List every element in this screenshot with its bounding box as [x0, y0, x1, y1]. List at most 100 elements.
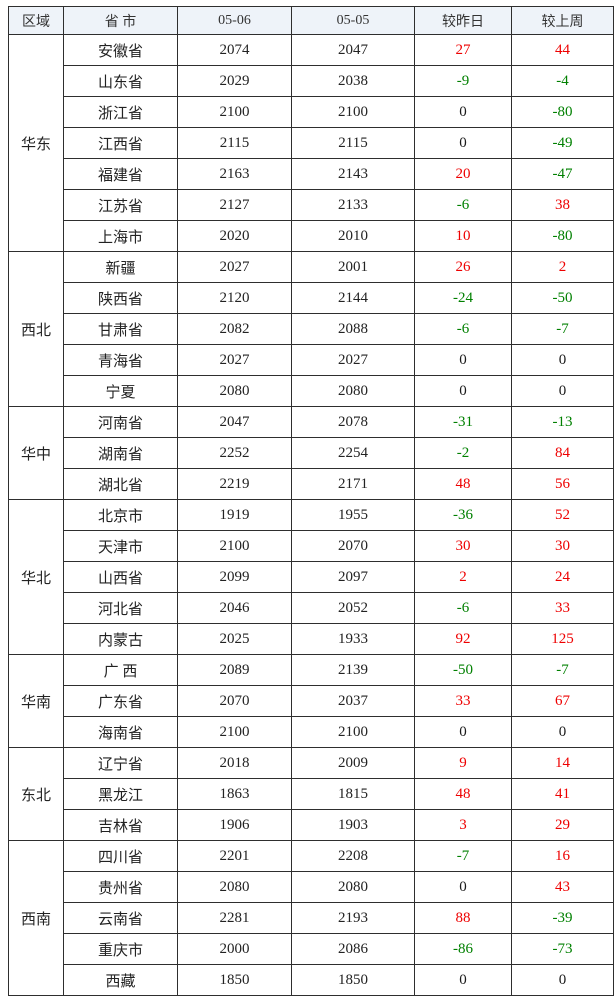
table-row: 上海市 2020 2010 10 -80	[9, 220, 614, 252]
change-vs-last-week-cell: 0	[511, 344, 614, 376]
price-0505-cell: 1955	[291, 499, 415, 531]
province-cell: 黑龙江	[63, 778, 178, 810]
change-vs-last-week-cell: 33	[511, 592, 614, 624]
change-vs-yesterday-cell: -6	[414, 592, 512, 624]
price-0505-cell: 2080	[291, 871, 415, 903]
col-header-vs-last-week: 较上周	[511, 6, 614, 35]
table-row: 西藏 1850 1850 0 0	[9, 964, 614, 996]
price-0506-cell: 2100	[177, 96, 292, 128]
price-0505-cell: 2193	[291, 902, 415, 934]
region-cell: 西南	[8, 840, 64, 996]
table-row: 宁夏 2080 2080 0 0	[9, 375, 614, 407]
change-vs-yesterday-cell: 92	[414, 623, 512, 655]
province-cell: 湖北省	[63, 468, 178, 500]
price-0505-cell: 2115	[291, 127, 415, 159]
table-row: 华南广 西 2089 2139 -50 -7	[8, 654, 614, 748]
price-0505-cell: 2078	[291, 406, 415, 438]
province-cell: 宁夏	[63, 375, 178, 407]
price-0505-cell: 1933	[291, 623, 415, 655]
province-cell: 江苏省	[63, 189, 178, 221]
price-0505-cell: 2038	[291, 65, 415, 97]
province-cell: 天津市	[63, 530, 178, 562]
price-0506-cell: 1919	[177, 499, 292, 531]
change-vs-yesterday-cell: 2	[414, 561, 512, 593]
table-row: 福建省 2163 2143 20 -47	[9, 158, 614, 190]
change-vs-last-week-cell: 0	[511, 716, 614, 748]
price-0505-cell: 2037	[291, 685, 415, 717]
price-0506-cell: 2027	[177, 344, 292, 376]
change-vs-yesterday-cell: 0	[414, 964, 512, 996]
table-row: 青海省 2027 2027 0 0	[9, 344, 614, 376]
change-vs-last-week-cell: 0	[511, 964, 614, 996]
change-vs-yesterday-cell: 27	[414, 34, 512, 66]
table-row: 河北省 2046 2052 -6 33	[9, 592, 614, 624]
table-row: 贵州省 2080 2080 0 43	[9, 871, 614, 903]
region-cell: 华南	[8, 654, 64, 748]
price-0505-cell: 2001	[291, 251, 415, 283]
province-cell: 安徽省	[63, 34, 178, 66]
change-vs-last-week-cell: 125	[511, 623, 614, 655]
price-0506-cell: 2115	[177, 127, 292, 159]
change-vs-yesterday-cell: 20	[414, 158, 512, 190]
col-header-date-0506: 05-06	[177, 6, 292, 35]
table-row: 重庆市 2000 2086 -86 -73	[9, 933, 614, 965]
change-vs-yesterday-cell: -86	[414, 933, 512, 965]
price-0505-cell: 2097	[291, 561, 415, 593]
change-vs-last-week-cell: 44	[511, 34, 614, 66]
price-0505-cell: 2143	[291, 158, 415, 190]
table-row: 云南省 2281 2193 88 -39	[9, 902, 614, 934]
province-cell: 贵州省	[63, 871, 178, 903]
change-vs-yesterday-cell: -9	[414, 65, 512, 97]
change-vs-yesterday-cell: -2	[414, 437, 512, 469]
price-0505-cell: 2088	[291, 313, 415, 345]
province-cell: 广东省	[63, 685, 178, 717]
province-cell: 江西省	[63, 127, 178, 159]
price-0506-cell: 2100	[177, 530, 292, 562]
price-0505-cell: 1903	[291, 809, 415, 841]
table-row: 山东省 2029 2038 -9 -4	[9, 65, 614, 97]
price-0506-cell: 2252	[177, 437, 292, 469]
change-vs-last-week-cell: 0	[511, 375, 614, 407]
price-0506-cell: 2120	[177, 282, 292, 314]
col-header-province: 省 市	[63, 6, 178, 35]
province-cell: 新疆	[63, 251, 178, 283]
price-0506-cell: 2018	[177, 747, 292, 779]
province-cell: 甘肃省	[63, 313, 178, 345]
table-row: 华北 北京市 1919 1955 -36 52	[8, 499, 614, 655]
change-vs-yesterday-cell: -31	[414, 406, 512, 438]
change-vs-yesterday-cell: 0	[414, 375, 512, 407]
price-table: 区域 省 市 05-06 05-05 较昨日 较上周 华东 安徽省 2074 2047…	[8, 6, 614, 996]
price-0506-cell: 2080	[177, 375, 292, 407]
price-0506-cell: 2047	[177, 406, 292, 438]
price-0505-cell: 2080	[291, 375, 415, 407]
price-0506-cell: 2281	[177, 902, 292, 934]
change-vs-yesterday-cell: -6	[414, 189, 512, 221]
price-0505-cell: 2086	[291, 933, 415, 965]
table-row: 华中 河南省 2047 2078 -31 -13	[8, 406, 614, 500]
region-cell: 西北	[8, 251, 64, 407]
change-vs-last-week-cell: -39	[511, 902, 614, 934]
province-cell: 海南省	[63, 716, 178, 748]
table-body: 华东 安徽省 2074 2047 27 44 山东省 2029 2038 -9 -4 浙江省 2100 2…	[8, 34, 614, 996]
change-vs-yesterday-cell: 26	[414, 251, 512, 283]
change-vs-last-week-cell: -73	[511, 933, 614, 965]
change-vs-last-week-cell: 2	[511, 251, 614, 283]
table-row: 西南 四川省 2201 2208 -7 16	[8, 840, 614, 996]
price-0505-cell: 2171	[291, 468, 415, 500]
province-cell: 云南省	[63, 902, 178, 934]
province-cell: 内蒙古	[63, 623, 178, 655]
price-0505-cell: 2144	[291, 282, 415, 314]
change-vs-yesterday-cell: 48	[414, 468, 512, 500]
change-vs-last-week-cell: 41	[511, 778, 614, 810]
province-cell: 青海省	[63, 344, 178, 376]
province-cell: 上海市	[63, 220, 178, 252]
change-vs-last-week-cell: -4	[511, 65, 614, 97]
table-row: 山西省 2099 2097 2 24	[9, 561, 614, 593]
price-0506-cell: 2201	[177, 840, 292, 872]
change-vs-last-week-cell: 38	[511, 189, 614, 221]
change-vs-last-week-cell: 84	[511, 437, 614, 469]
province-cell: 湖南省	[63, 437, 178, 469]
price-0506-cell: 2089	[177, 654, 292, 686]
change-vs-yesterday-cell: -7	[414, 840, 512, 872]
change-vs-last-week-cell: -80	[511, 96, 614, 128]
